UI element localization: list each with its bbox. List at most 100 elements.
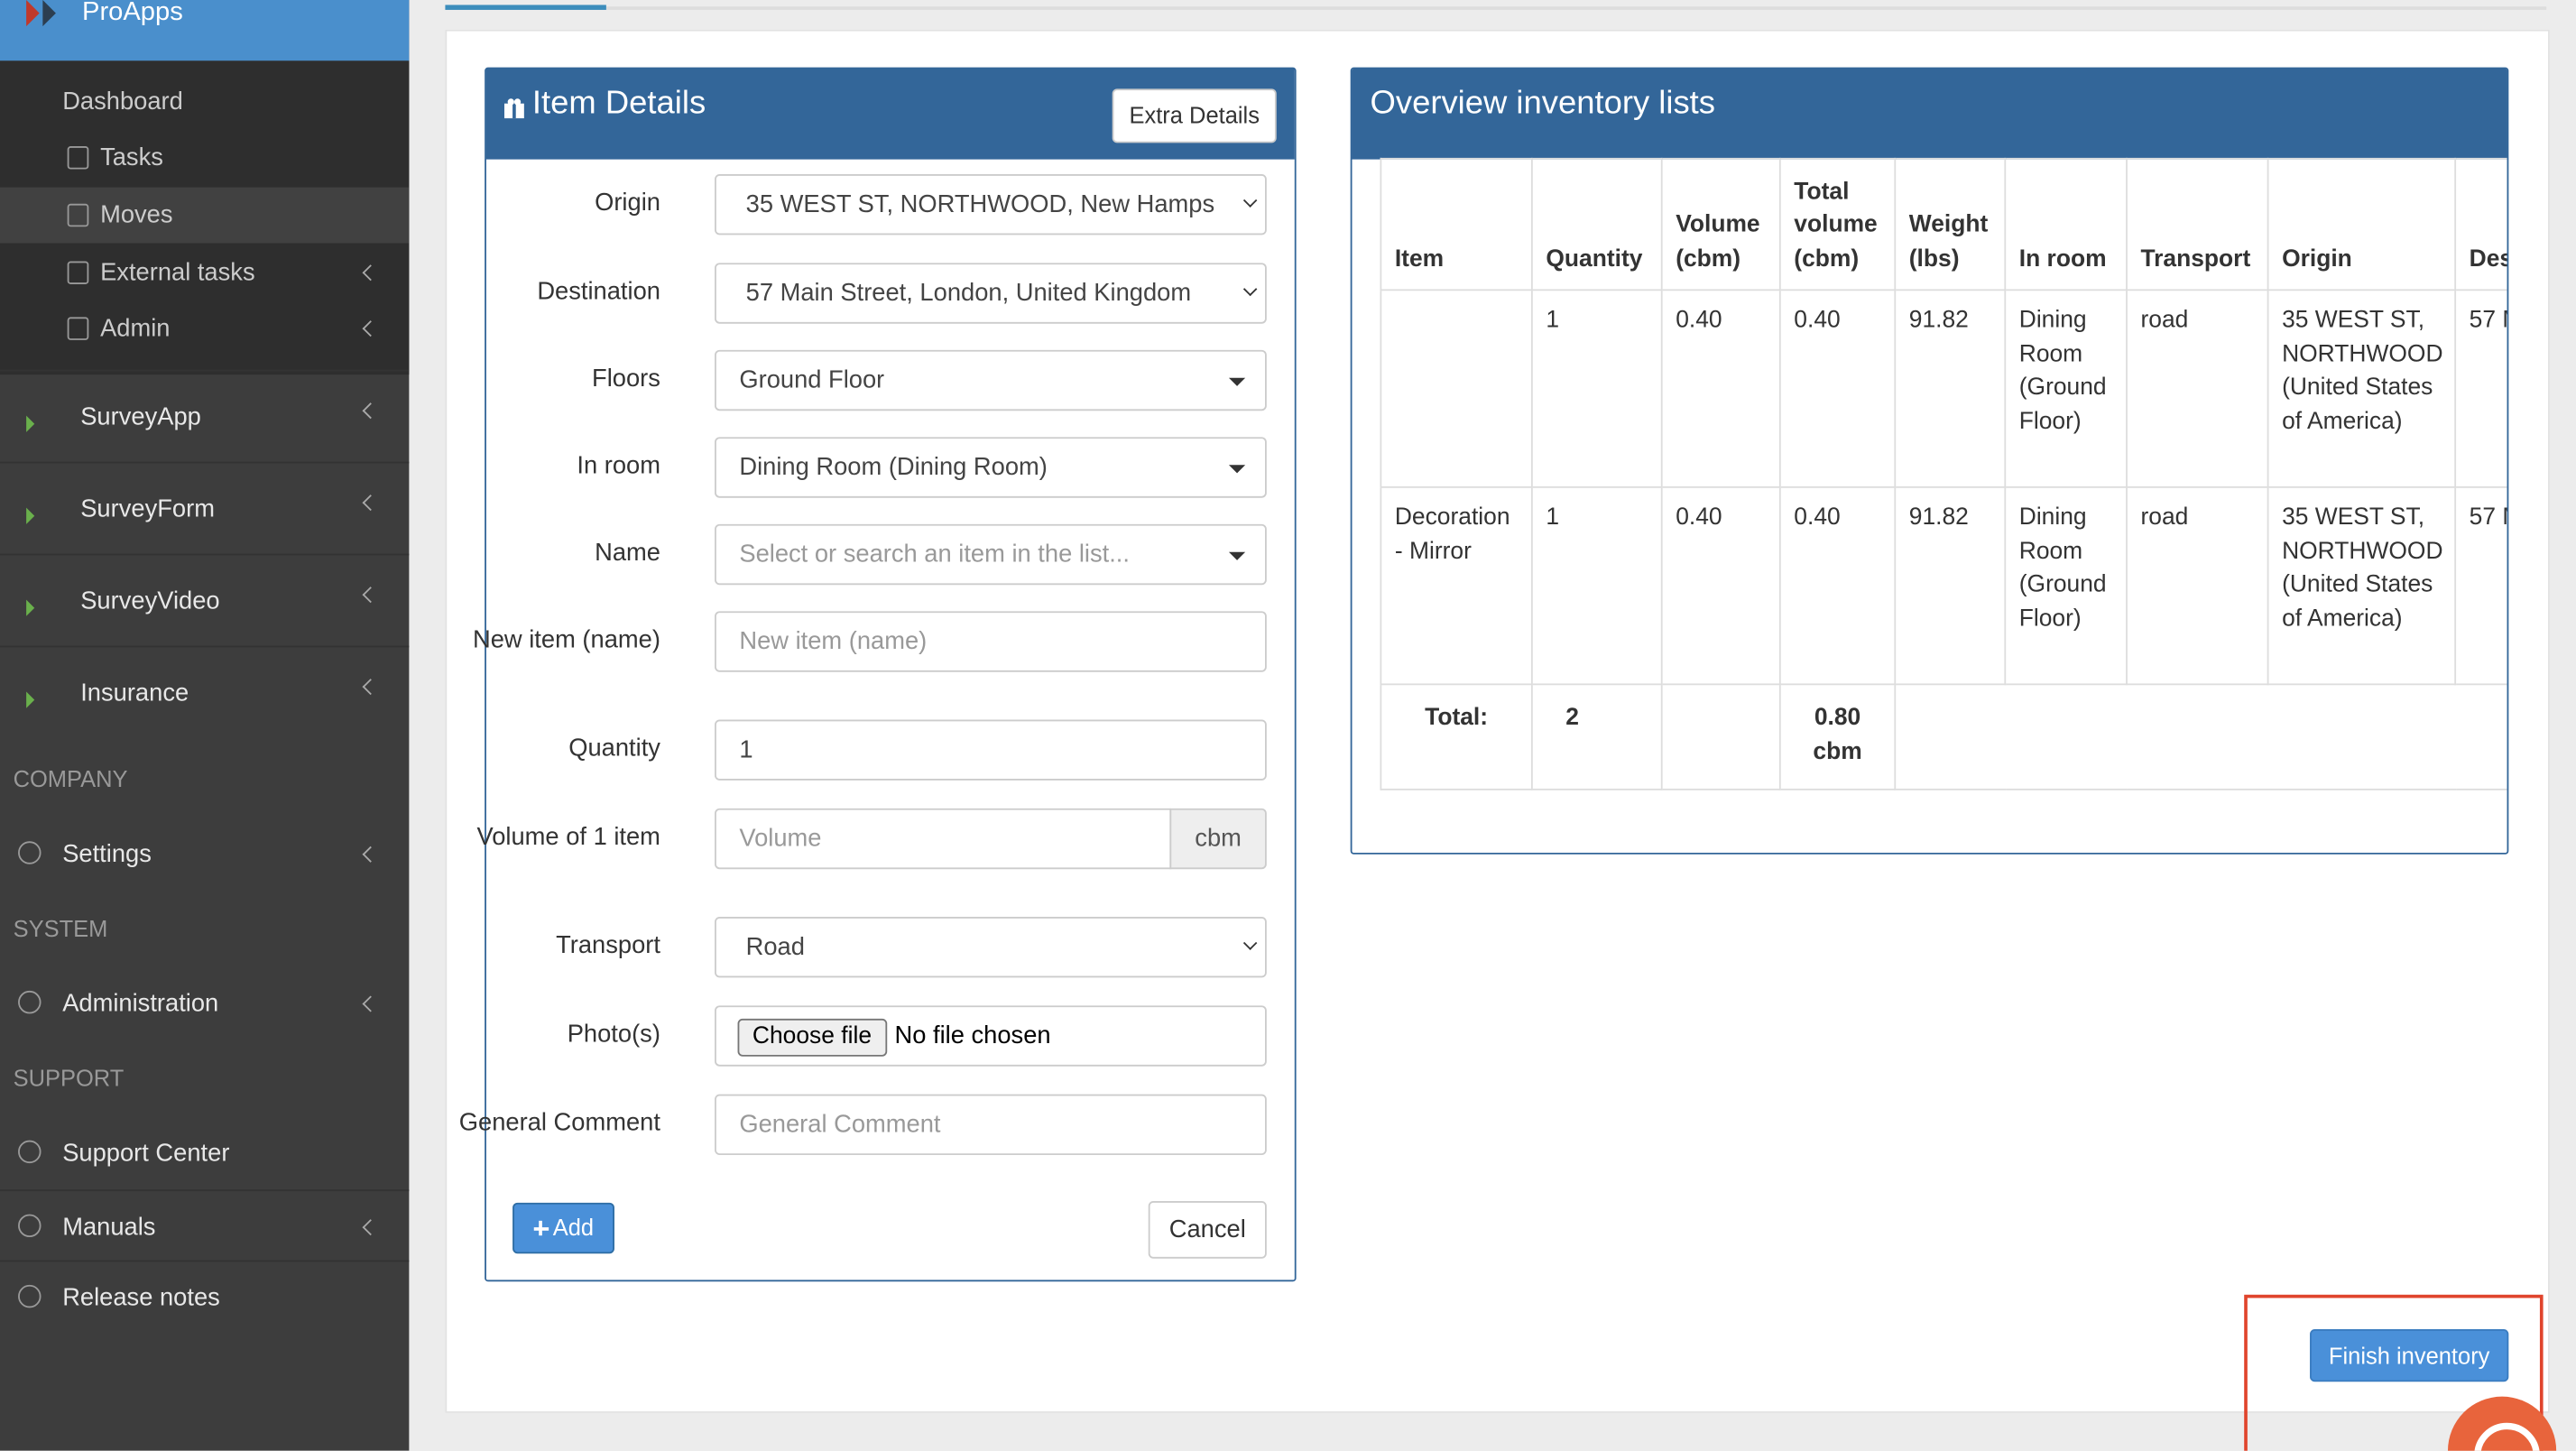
submenu-item[interactable]: Dashboard <box>0 74 409 130</box>
brand-bar[interactable]: ProApps <box>0 0 410 61</box>
file-button[interactable]: Choose file <box>737 1018 887 1057</box>
cell: 91.82 <box>1894 485 2007 686</box>
input[interactable]: Road <box>715 917 1267 978</box>
input[interactable]: New item (name) <box>715 611 1267 672</box>
input[interactable]: 35 WEST ST, NORTHWOOD, New Hampshire <box>715 174 1267 236</box>
input[interactable]: 1 <box>715 719 1267 781</box>
finish-inventory-button[interactable]: Finish inventory <box>2310 1329 2509 1382</box>
panel-header: Item Details Extra Details <box>485 69 1295 160</box>
caret <box>1228 465 1246 474</box>
submenu-item[interactable]: Moves <box>0 188 409 244</box>
chevron <box>362 494 379 512</box>
app-item[interactable]: Insurance <box>0 645 410 740</box>
app-label: SurveyForm <box>80 494 215 523</box>
submenu-item[interactable]: Admin <box>0 300 409 356</box>
panel-title: Item Details <box>531 85 706 122</box>
highlight-box <box>2244 1294 2544 1451</box>
panel-header: Overview inventory lists <box>1352 69 2507 160</box>
item-icon <box>67 317 89 340</box>
add-button[interactable]: Add <box>512 1202 614 1254</box>
inventory-table: Item Quantity Volume (cbm) Total volume (cb… <box>1380 157 2507 790</box>
field-label: Transport <box>556 931 660 960</box>
input[interactable]: Volume <box>715 808 1172 870</box>
header-cell: Transport <box>2126 157 2269 291</box>
nav-item[interactable]: Support Center <box>0 1117 409 1188</box>
field-label: Name <box>595 539 660 568</box>
extra-details-button[interactable]: Extra Details <box>1112 88 1277 143</box>
nav-item[interactable]: Administration <box>0 967 409 1038</box>
tab-active[interactable] <box>445 5 606 10</box>
item-label: Tasks <box>100 143 163 172</box>
cell: 0.40 <box>1660 289 1781 488</box>
section-title: SYSTEM <box>13 915 108 942</box>
input[interactable]: 57 Main Street, London, United Kingdom <box>715 263 1267 324</box>
submenu-item[interactable]: Tasks <box>0 130 409 186</box>
cell: road <box>2126 289 2269 488</box>
nav-icon <box>18 1284 42 1308</box>
brand-icon <box>26 0 56 27</box>
input[interactable]: General Comment <box>715 1094 1267 1156</box>
nav-item[interactable]: Settings <box>0 818 409 889</box>
placeholder: New item (name) <box>739 627 928 656</box>
input[interactable]: Choose file No file chosen <box>715 1005 1267 1067</box>
chevron <box>1242 282 1258 297</box>
item-icon <box>67 146 89 170</box>
cell: road <box>2126 485 2269 686</box>
file-status: No file chosen <box>894 1021 1051 1050</box>
chevron <box>362 846 379 863</box>
cell: 35 WEST ST, NORTHWOOD (United States of … <box>2267 485 2457 686</box>
cell: Dining Room (Ground Floor) <box>2004 289 2128 488</box>
cell <box>1894 683 2507 790</box>
nav-item[interactable]: Manuals <box>0 1189 410 1262</box>
chevron <box>362 1219 379 1236</box>
field-label: Quantity <box>568 734 660 762</box>
cell: 1 <box>1530 485 1663 686</box>
panel-title: Overview inventory lists <box>1370 85 1716 122</box>
placeholder: Volume <box>739 825 822 853</box>
app-label: SurveyVideo <box>80 587 220 615</box>
field-label: Floors <box>592 365 660 393</box>
field-label: New item (name) <box>473 625 660 654</box>
app-icon <box>26 599 35 616</box>
item-label: Admin <box>100 314 171 343</box>
header-cell: Volume (cbm) <box>1660 157 1781 291</box>
cell: 0.40 <box>1778 289 1897 488</box>
total-quantity: 2 <box>1530 683 1663 790</box>
app-icon <box>26 691 35 708</box>
cell: 0.40 <box>1660 485 1781 686</box>
item-icon <box>67 261 89 284</box>
app-label: SurveyApp <box>80 403 201 431</box>
app-icon <box>26 415 35 432</box>
chevron <box>362 402 379 420</box>
section-title: SUPPORT <box>13 1064 125 1092</box>
value: Dining Room (Dining Room) <box>739 453 1048 482</box>
submenu-item[interactable]: External tasks <box>0 245 409 300</box>
plus-icon <box>532 1220 549 1236</box>
cell: 57 Main Street, London (United Kingdom) <box>2454 289 2507 488</box>
input[interactable]: Ground Floor <box>715 349 1267 411</box>
field-label: Origin <box>595 189 660 217</box>
tab-bar <box>445 6 2547 10</box>
header-cell: Weight (lbs) <box>1894 157 2007 291</box>
header-cell: Item <box>1380 157 1533 291</box>
input[interactable]: Dining Room (Dining Room) <box>715 437 1267 498</box>
header-cell: Total volume (cbm) <box>1778 157 1897 291</box>
nav-label: Release notes <box>62 1283 220 1312</box>
cell: 35 WEST ST, NORTHWOOD (United States of … <box>2267 289 2457 488</box>
cancel-button[interactable]: Cancel <box>1148 1200 1267 1259</box>
app-item[interactable]: SurveyVideo <box>0 553 410 648</box>
header-cell: Origin <box>2267 157 2457 291</box>
nav-label: Administration <box>62 990 219 1018</box>
app-item[interactable]: SurveyApp <box>0 369 410 464</box>
header-cell: Quantity <box>1530 157 1663 291</box>
gift-icon <box>503 98 524 119</box>
app-item[interactable]: SurveyForm <box>0 461 410 556</box>
item-icon <box>67 203 89 227</box>
nav-item[interactable]: Release notes <box>0 1260 410 1333</box>
total-row: Total: 2 0.80 cbm <box>1380 683 2507 790</box>
input[interactable]: Select or search an item in the list... <box>715 523 1267 586</box>
chevron <box>362 679 379 696</box>
value: 35 WEST ST, NORTHWOOD, New Hampshire <box>745 190 1216 219</box>
